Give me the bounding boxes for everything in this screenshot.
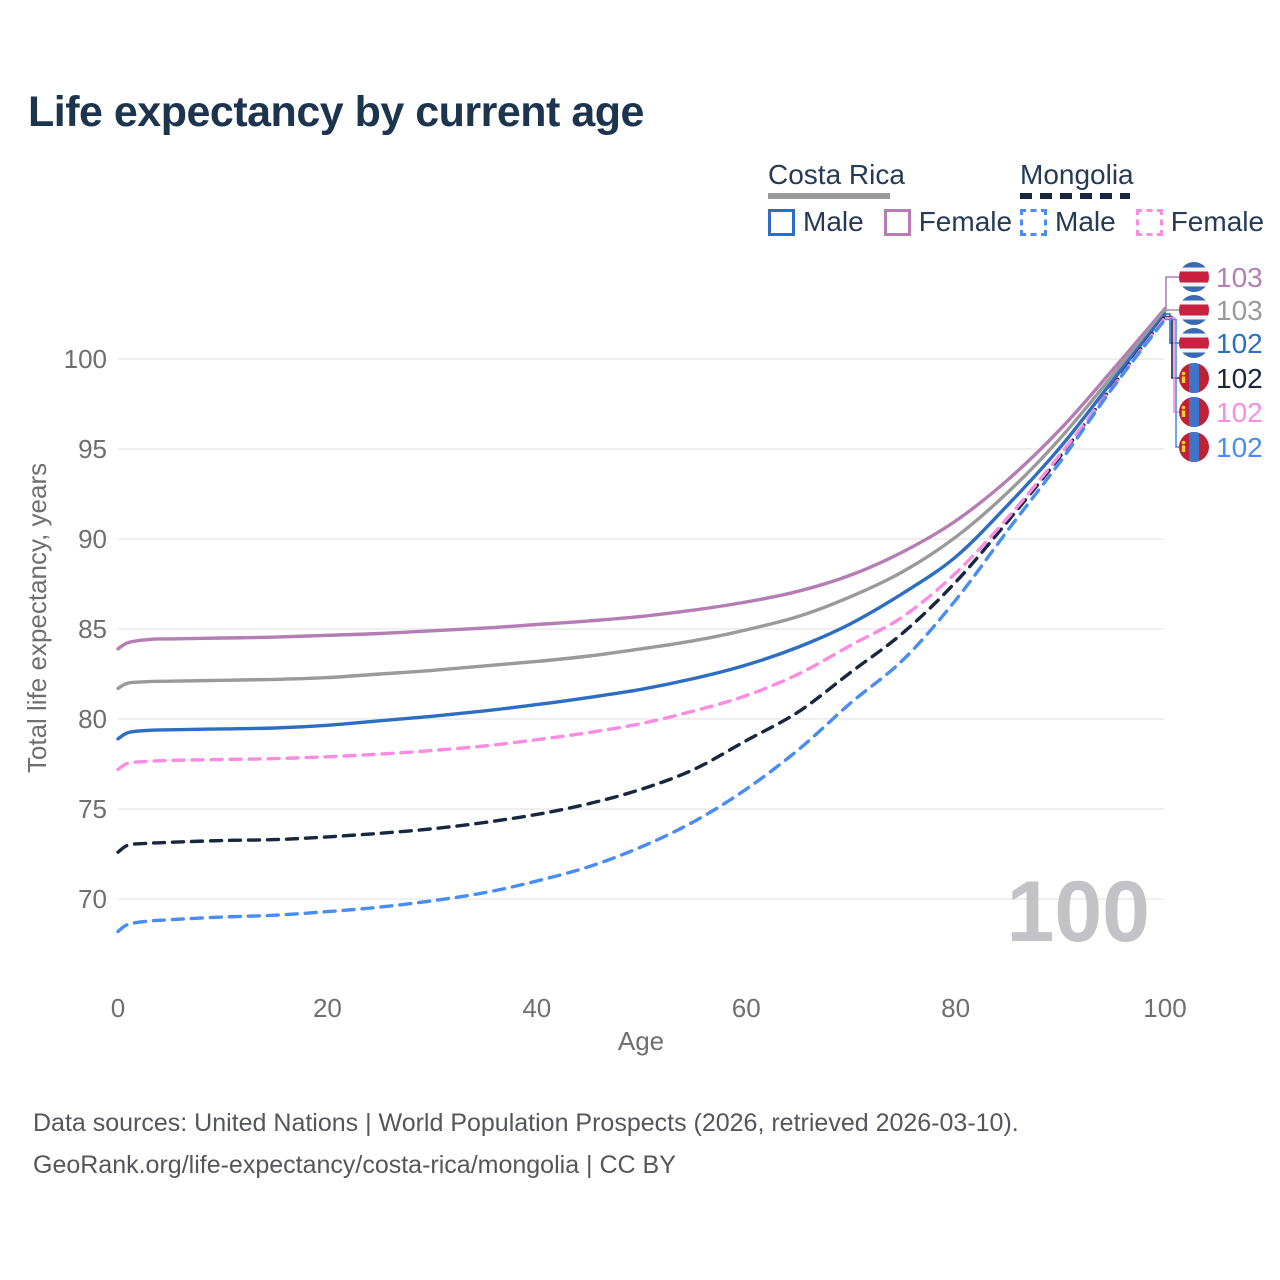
legend-underline-mongolia	[1020, 193, 1130, 199]
series-line-costa-rica-female[interactable]	[116, 306, 1167, 651]
x-axis-title: Age	[618, 1026, 664, 1056]
flag-costa-rica-icon	[1179, 262, 1209, 292]
legend-label: Female	[918, 206, 1013, 237]
flag-costa-rica-icon	[1179, 295, 1209, 325]
series-line-mongolia-both-sexes[interactable]	[116, 315, 1167, 854]
legend-header-costa-rica: Costa Rica	[768, 159, 905, 190]
legend-label: Female	[1170, 206, 1265, 237]
legend-underline-costa-rica	[768, 193, 890, 199]
end-value-label: 102	[1216, 432, 1263, 463]
x-tick-label: 40	[522, 993, 551, 1023]
legend-item-costa-rica-female[interactable]: Female	[883, 206, 1013, 238]
end-value-label: 102	[1216, 328, 1263, 359]
y-tick-label: 80	[78, 704, 107, 734]
y-tick-label: 70	[78, 884, 107, 914]
label-connector	[1165, 315, 1179, 379]
flag-mongolia-icon	[1179, 432, 1209, 462]
legend-row-mongolia: Male Female	[1020, 206, 1280, 238]
hover-age-watermark: 100	[1007, 864, 1151, 960]
costa-rica-female-swatch-icon	[883, 208, 911, 236]
series-line-costa-rica-both-sexes[interactable]	[116, 308, 1167, 691]
legend-row-costa-rica: Male Female	[768, 206, 1032, 238]
y-tick-label: 75	[78, 794, 107, 824]
costa-rica-male-swatch-icon	[768, 208, 795, 236]
page-title: Life expectancy by current age	[28, 88, 644, 136]
legend-label: Male	[803, 206, 864, 237]
x-tick-label: 80	[941, 993, 970, 1023]
flag-mongolia-icon	[1179, 363, 1209, 393]
flag-costa-rica-icon	[1179, 328, 1209, 358]
y-axis-title: Total life expectancy, years	[22, 463, 52, 773]
y-tick-label: 85	[78, 614, 107, 644]
series-line-mongolia-male[interactable]	[116, 317, 1167, 934]
label-connector	[1165, 318, 1179, 448]
footer: Data sources: United Nations | World Pop…	[33, 1102, 1019, 1186]
y-tick-label: 95	[78, 434, 107, 464]
legend-item-mongolia-female[interactable]: Female	[1135, 206, 1265, 238]
legend-group-costa-rica: Costa Rica Male Female	[768, 160, 1032, 238]
legend-group-mongolia: Mongolia Male Female	[1020, 160, 1280, 238]
mongolia-male-swatch-icon	[1020, 208, 1047, 236]
legend-header-mongolia: Mongolia	[1020, 159, 1134, 190]
y-tick-label: 100	[64, 344, 107, 374]
x-tick-label: 60	[732, 993, 761, 1023]
end-value-label: 102	[1216, 397, 1263, 428]
legend-label: Male	[1055, 206, 1116, 237]
x-tick-label: 0	[111, 993, 125, 1023]
mongolia-female-swatch-icon	[1135, 208, 1163, 236]
label-connector	[1165, 276, 1179, 310]
series-line-mongolia-female[interactable]	[116, 315, 1167, 772]
legend-item-mongolia-male[interactable]: Male	[1020, 206, 1116, 238]
end-value-label: 103	[1216, 295, 1263, 326]
flag-mongolia-icon	[1179, 397, 1209, 427]
footer-attribution-link: GeoRank.org/life-expectancy/costa-rica/m…	[33, 1151, 676, 1179]
series-line-costa-rica-male[interactable]	[116, 312, 1167, 741]
end-value-label: 102	[1216, 363, 1263, 394]
x-tick-label: 100	[1143, 993, 1186, 1023]
y-tick-label: 90	[78, 524, 107, 554]
footer-data-sources: Data sources: United Nations | World Pop…	[33, 1109, 1019, 1137]
legend-item-costa-rica-male[interactable]: Male	[768, 206, 864, 238]
end-value-label: 103	[1216, 262, 1263, 293]
x-tick-label: 20	[313, 993, 342, 1023]
